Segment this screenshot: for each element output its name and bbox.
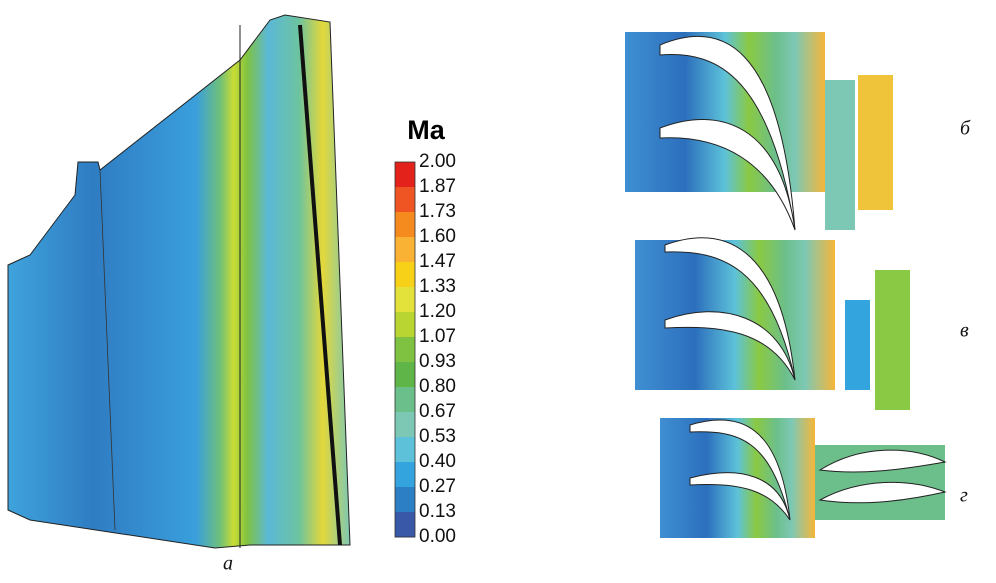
colorbar-tick-label: 0.40 [419,451,456,472]
colorbar-tick-label: 1.60 [419,226,456,247]
colorbar-band [395,462,415,488]
colorbar-tick-label: 2.00 [419,151,456,172]
colorbar-band [395,262,415,288]
colorbar-tick-label: 1.07 [419,326,456,347]
colorbar-tick-label: 1.73 [419,201,456,222]
colorbar-tick-label: 0.67 [419,401,456,422]
colorbar-band [395,187,415,213]
figure: Ma 2.00 1.87 1.73 1.60 1.47 1.33 1.20 1.07 0.93 0… [0,0,996,578]
colorbar-tick-label: 0.80 [419,376,456,397]
colorbar-band [395,512,415,538]
colorbar-band [395,237,415,263]
colorbar-band [395,362,415,388]
colorbar-tick-label: 0.53 [419,426,456,447]
panel-label: в [960,320,969,342]
colorbar-band [395,437,415,463]
panel-d [660,418,945,538]
colorbar-band [395,312,415,338]
panel-b [625,32,893,230]
colorbar-title: Ma [407,115,445,145]
colorbar-tick-label: 0.27 [419,476,456,497]
colorbar-band [395,162,415,188]
colorbar-tick-label: 0.13 [419,501,456,522]
colorbar-band [395,487,415,513]
panel-label: а [223,553,233,575]
colorbar-tick-label: 0.00 [419,526,456,547]
colorbar-band [395,212,415,238]
colorbar-band [395,287,415,313]
colorbar-tick-label: 1.20 [419,301,456,322]
colorbar: 2.00 1.87 1.73 1.60 1.47 1.33 1.20 1.07 0.93 0.80… [395,151,456,547]
panel-label: б [960,118,971,140]
panel-label: г [960,485,968,507]
colorbar-band [395,337,415,363]
main-contour [8,15,350,548]
colorbar-band [395,387,415,413]
colorbar-band [395,412,415,438]
colorbar-tick-label: 1.33 [419,276,456,297]
colorbar-tick-label: 0.93 [419,351,456,372]
panel-c [635,238,910,410]
colorbar-tick-label: 1.47 [419,251,456,272]
colorbar-tick-label: 1.87 [419,176,456,197]
